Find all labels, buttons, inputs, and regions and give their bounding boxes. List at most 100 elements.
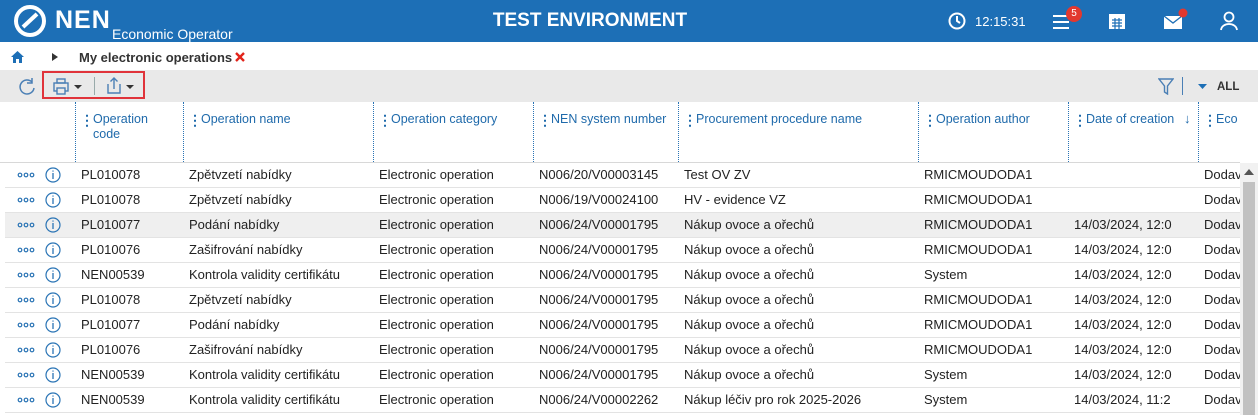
- table-row[interactable]: PL010077 Podání nabídky Electronic operati…: [5, 313, 1240, 338]
- table-row[interactable]: NEN00539 Kontrola validity certifikátu Ele…: [5, 363, 1240, 388]
- column-menu-icon[interactable]: ⋮: [80, 112, 94, 128]
- column-header[interactable]: ⋮ Date of creation ↓: [1068, 102, 1198, 162]
- column-header[interactable]: ⋮ Operation name: [183, 102, 373, 162]
- info-icon[interactable]: [45, 167, 61, 183]
- info-icon[interactable]: [45, 317, 61, 333]
- row-actions[interactable]: [15, 363, 75, 387]
- column-header[interactable]: ⋮ Operation author: [918, 102, 1068, 162]
- table-cell: System: [924, 392, 968, 407]
- scroll-up-arrow[interactable]: [1244, 169, 1254, 175]
- column-header[interactable]: ⋮ Operation code: [75, 102, 183, 162]
- info-icon[interactable]: [45, 192, 61, 208]
- column-header-label[interactable]: Date of creation: [1086, 112, 1175, 126]
- more-icon[interactable]: [17, 272, 35, 278]
- info-icon[interactable]: [45, 292, 61, 308]
- column-header[interactable]: ⋮ NEN system number: [533, 102, 678, 162]
- table-row[interactable]: NEN00539 Kontrola validity certifikátu Ele…: [5, 388, 1240, 413]
- filter-button[interactable]: [1158, 78, 1174, 95]
- row-actions[interactable]: [15, 313, 75, 337]
- row-actions[interactable]: [15, 263, 75, 287]
- column-menu-icon[interactable]: ⋮: [378, 112, 392, 128]
- table-cell: Electronic operation: [379, 317, 494, 332]
- print-button[interactable]: [53, 78, 85, 96]
- table-cell: PL010078: [81, 167, 141, 182]
- table-row[interactable]: NEN00539 Kontrola validity certifikátu Ele…: [5, 263, 1240, 288]
- column-header-label[interactable]: Operation category: [391, 112, 498, 126]
- logo: NEN: [55, 6, 111, 34]
- more-icon[interactable]: [17, 247, 35, 253]
- table-cell: Zpětvzetí nabídky: [189, 192, 292, 207]
- column-header-label[interactable]: Operation name: [201, 112, 291, 126]
- table-cell: Kontrola validity certifikátu: [189, 367, 341, 382]
- row-actions[interactable]: [15, 288, 75, 312]
- table-row[interactable]: PL010078 Zpětvzetí nabídky Electronic oper…: [5, 288, 1240, 313]
- row-actions[interactable]: [15, 188, 75, 212]
- more-icon[interactable]: [17, 347, 35, 353]
- column-header[interactable]: ⋮ Operation category: [373, 102, 533, 162]
- table-cell: NEN00539: [81, 367, 145, 382]
- column-header[interactable]: ⋮ Procurement procedure name: [678, 102, 918, 162]
- info-icon[interactable]: [45, 342, 61, 358]
- column-header-label[interactable]: Operation code: [93, 112, 148, 141]
- info-icon[interactable]: [45, 217, 61, 233]
- table-row[interactable]: PL010076 Zašifrování nabídky Electronic op…: [5, 338, 1240, 363]
- breadcrumb-current[interactable]: My electronic operations: [79, 50, 233, 65]
- table-cell: N006/24/V00002262: [539, 392, 659, 407]
- mail-icon[interactable]: [1163, 8, 1189, 30]
- filter-scope[interactable]: ALL: [1217, 81, 1240, 93]
- column-header-label[interactable]: Eco: [1216, 112, 1238, 126]
- table-cell: Nákup ovoce a ořechů: [684, 342, 815, 357]
- row-actions[interactable]: [15, 238, 75, 262]
- column-header[interactable]: ⋮ Eco: [1198, 102, 1240, 162]
- clock-icon: [948, 12, 966, 30]
- home-icon[interactable]: [11, 51, 24, 63]
- scope-dropdown-arrow[interactable]: [1198, 84, 1207, 90]
- separator: [1182, 77, 1183, 95]
- column-header-label[interactable]: Operation author: [936, 112, 1030, 126]
- more-icon[interactable]: [17, 322, 35, 328]
- row-actions[interactable]: [15, 163, 75, 187]
- export-button[interactable]: [106, 77, 138, 95]
- table-cell: Dodav: [1204, 367, 1240, 382]
- column-menu-icon[interactable]: ⋮: [1073, 112, 1087, 128]
- sort-indicator[interactable]: ↓: [1184, 111, 1191, 126]
- more-icon[interactable]: [17, 172, 35, 178]
- table-row[interactable]: PL010078 Zpětvzetí nabídky Electronic oper…: [5, 188, 1240, 213]
- table-cell: Dodav: [1204, 392, 1240, 407]
- table-cell: Dodav: [1204, 292, 1240, 307]
- info-icon[interactable]: [45, 267, 61, 283]
- refresh-button[interactable]: [17, 77, 37, 97]
- more-icon[interactable]: [17, 297, 35, 303]
- calendar-icon[interactable]: [1108, 12, 1126, 30]
- more-icon[interactable]: [17, 222, 35, 228]
- table-cell: Dodav: [1204, 267, 1240, 282]
- more-icon[interactable]: [17, 197, 35, 203]
- more-icon[interactable]: [17, 397, 35, 403]
- column-menu-icon[interactable]: ⋮: [538, 112, 552, 128]
- table-row[interactable]: PL010076 Zašifrování nabídky Electronic op…: [5, 238, 1240, 263]
- table-row[interactable]: PL010077 Podání nabídky Electronic operati…: [5, 213, 1240, 238]
- table-cell: NEN00539: [81, 267, 145, 282]
- table-row[interactable]: PL010078 Zpětvzetí nabídky Electronic oper…: [5, 163, 1240, 188]
- row-actions[interactable]: [15, 213, 75, 237]
- column-menu-icon[interactable]: ⋮: [923, 112, 937, 128]
- user-icon[interactable]: [1220, 11, 1238, 31]
- info-icon[interactable]: [45, 392, 61, 408]
- row-actions[interactable]: [15, 338, 75, 362]
- close-tab-icon[interactable]: [235, 52, 245, 62]
- column-menu-icon[interactable]: ⋮: [1203, 112, 1217, 128]
- table-cell: Podání nabídky: [189, 317, 280, 332]
- info-icon[interactable]: [45, 367, 61, 383]
- scrollbar-thumb[interactable]: [1243, 182, 1255, 415]
- table-cell: Nákup ovoce a ořechů: [684, 267, 815, 282]
- table-cell: Nákup ovoce a ořechů: [684, 367, 815, 382]
- column-header-label[interactable]: Procurement procedure name: [696, 112, 863, 126]
- column-menu-icon[interactable]: ⋮: [188, 112, 202, 128]
- scrollbar[interactable]: [1240, 163, 1258, 415]
- row-actions[interactable]: [15, 388, 75, 412]
- info-icon[interactable]: [45, 242, 61, 258]
- column-header-label[interactable]: NEN system number: [551, 112, 667, 126]
- more-icon[interactable]: [17, 372, 35, 378]
- column-menu-icon[interactable]: ⋮: [683, 112, 697, 128]
